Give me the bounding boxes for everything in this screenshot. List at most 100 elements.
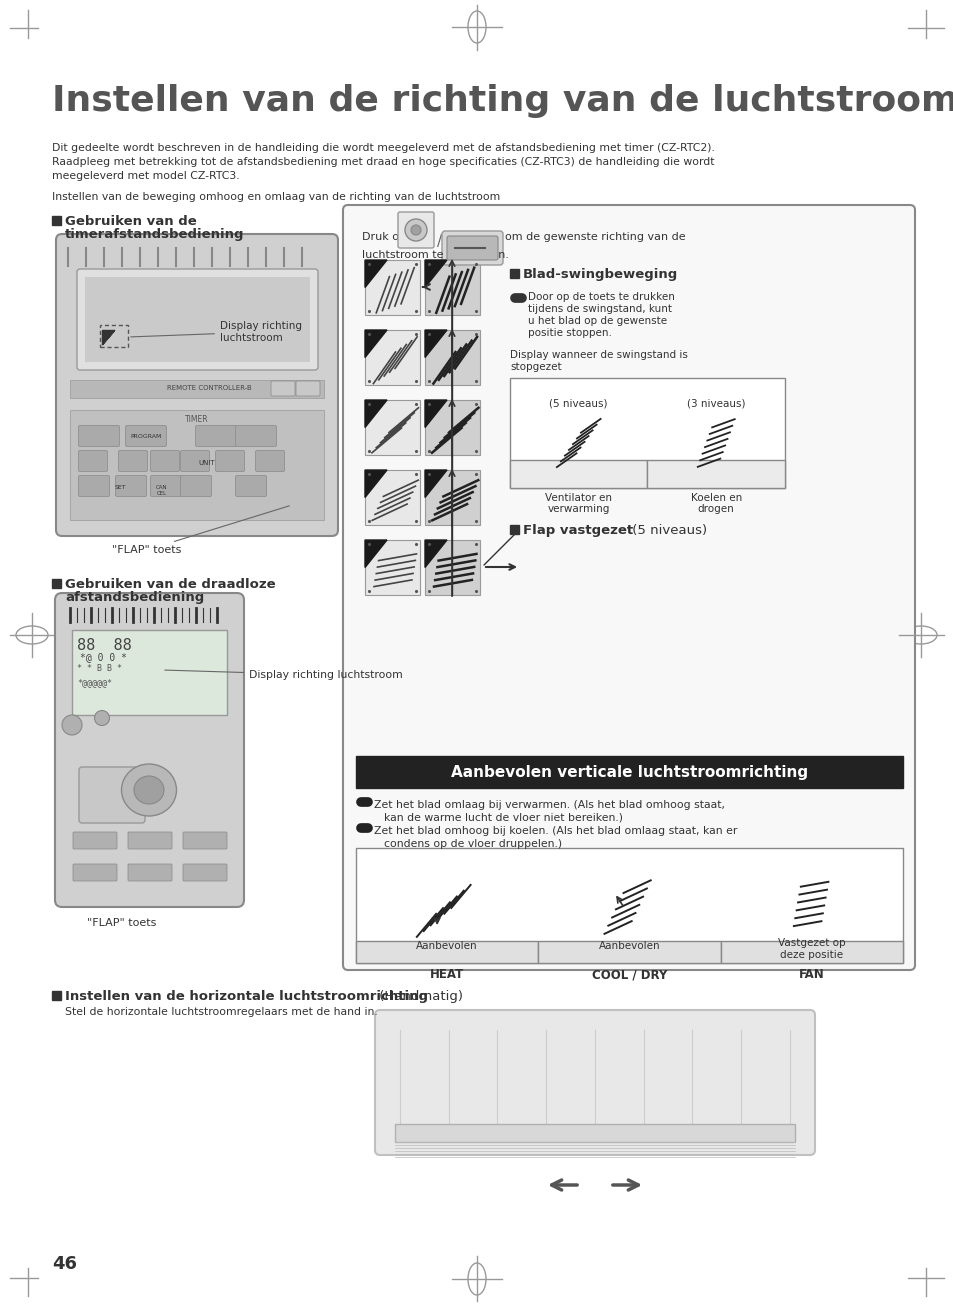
Text: Druk op: Druk op — [361, 232, 406, 242]
Ellipse shape — [133, 776, 164, 804]
Text: Aanbevolen verticale luchtstroomrichting: Aanbevolen verticale luchtstroomrichting — [451, 765, 807, 781]
FancyBboxPatch shape — [78, 451, 108, 471]
FancyBboxPatch shape — [180, 451, 210, 471]
Text: *@@@@@*: *@@@@@* — [77, 678, 112, 687]
FancyBboxPatch shape — [77, 269, 317, 370]
FancyBboxPatch shape — [397, 212, 434, 248]
Text: luchtstroom te selecteren.: luchtstroom te selecteren. — [361, 249, 509, 260]
Bar — [424, 400, 479, 454]
Text: "FLAP" toets: "FLAP" toets — [112, 505, 289, 555]
FancyBboxPatch shape — [180, 475, 212, 496]
Bar — [52, 579, 61, 588]
Text: 88  88: 88 88 — [77, 639, 132, 653]
Bar — [510, 269, 518, 278]
Bar — [70, 380, 324, 398]
Bar — [52, 991, 61, 1000]
Text: Display wanneer de swingstand is: Display wanneer de swingstand is — [510, 350, 687, 360]
FancyBboxPatch shape — [78, 426, 119, 447]
Text: "FLAP" toets: "FLAP" toets — [87, 918, 156, 929]
FancyBboxPatch shape — [235, 426, 276, 447]
Text: Display richting
luchtstroom: Display richting luchtstroom — [131, 321, 302, 342]
Polygon shape — [365, 260, 387, 287]
FancyBboxPatch shape — [183, 832, 227, 849]
FancyBboxPatch shape — [215, 451, 244, 471]
Text: Raadpleeg met betrekking tot de afstandsbediening met draad en hoge specificatie: Raadpleeg met betrekking tot de afstands… — [52, 157, 714, 167]
Text: Gebruiken van de draadloze: Gebruiken van de draadloze — [65, 579, 275, 592]
Text: (Handmatig): (Handmatig) — [375, 990, 462, 1003]
FancyBboxPatch shape — [115, 475, 147, 496]
Text: Instellen van de horizontale luchtstroomrichting: Instellen van de horizontale luchtstroom… — [65, 990, 428, 1003]
Text: om de gewenste richting van de: om de gewenste richting van de — [504, 232, 685, 242]
Bar — [355, 942, 537, 963]
Text: Vastgezet op
deze positie: Vastgezet op deze positie — [778, 938, 844, 960]
Text: TIMER: TIMER — [185, 415, 209, 424]
Text: (3 niveaus): (3 niveaus) — [686, 398, 744, 407]
Bar — [365, 400, 419, 454]
Bar — [70, 410, 324, 520]
Text: Instellen van de beweging omhoog en omlaag van de richting van de luchtstroom: Instellen van de beweging omhoog en omla… — [52, 192, 499, 202]
Text: FAN: FAN — [798, 968, 823, 981]
Bar — [537, 942, 720, 963]
Bar — [395, 1124, 794, 1141]
Text: Aanbevolen: Aanbevolen — [416, 942, 477, 951]
Bar — [355, 848, 902, 963]
FancyBboxPatch shape — [151, 475, 181, 496]
Polygon shape — [424, 539, 447, 568]
Text: (5 niveaus): (5 niveaus) — [627, 524, 706, 537]
Bar — [365, 260, 419, 315]
Text: REMOTE CONTROLLER-B: REMOTE CONTROLLER-B — [167, 385, 252, 390]
FancyBboxPatch shape — [128, 832, 172, 849]
FancyBboxPatch shape — [73, 832, 117, 849]
Bar — [355, 756, 902, 788]
Bar — [85, 277, 310, 362]
Text: *@ 0 0 *: *@ 0 0 * — [80, 652, 127, 662]
Text: (5 niveaus): (5 niveaus) — [549, 398, 607, 407]
Text: u het blad op de gewenste: u het blad op de gewenste — [527, 316, 666, 326]
FancyBboxPatch shape — [195, 426, 236, 447]
Text: Door op de toets te drukken: Door op de toets te drukken — [527, 293, 674, 302]
FancyBboxPatch shape — [295, 381, 319, 396]
Text: Dit gedeelte wordt beschreven in de handleiding die wordt meegeleverd met de afs: Dit gedeelte wordt beschreven in de hand… — [52, 142, 714, 153]
FancyBboxPatch shape — [235, 475, 266, 496]
Bar — [100, 325, 128, 347]
Text: UNIT: UNIT — [198, 460, 215, 466]
Bar — [510, 377, 784, 488]
Polygon shape — [424, 260, 447, 287]
Polygon shape — [365, 400, 387, 427]
Bar — [71, 629, 227, 714]
Text: tijdens de swingstand, kunt: tijdens de swingstand, kunt — [527, 304, 671, 313]
FancyBboxPatch shape — [126, 426, 167, 447]
FancyBboxPatch shape — [255, 451, 284, 471]
FancyBboxPatch shape — [55, 593, 244, 906]
Text: Zet het blad omlaag bij verwarmen. (Als het blad omhoog staat,: Zet het blad omlaag bij verwarmen. (Als … — [374, 801, 724, 810]
FancyBboxPatch shape — [73, 865, 117, 882]
FancyBboxPatch shape — [56, 234, 337, 535]
Text: COOL / DRY: COOL / DRY — [591, 968, 666, 981]
FancyBboxPatch shape — [128, 865, 172, 882]
Bar — [510, 525, 518, 534]
Text: Koelen en: Koelen en — [690, 492, 741, 503]
Text: kan de warme lucht de vloer niet bereiken.): kan de warme lucht de vloer niet bereike… — [384, 814, 622, 823]
Bar — [424, 539, 479, 596]
FancyBboxPatch shape — [447, 236, 497, 260]
Ellipse shape — [411, 225, 420, 235]
Text: PROGRAM: PROGRAM — [131, 434, 161, 439]
Text: 46: 46 — [52, 1255, 77, 1273]
Bar — [424, 470, 479, 525]
Text: CAN
CEL: CAN CEL — [156, 485, 168, 496]
Text: Blad-swingbeweging: Blad-swingbeweging — [522, 268, 678, 281]
Polygon shape — [424, 470, 447, 498]
FancyBboxPatch shape — [118, 451, 148, 471]
FancyBboxPatch shape — [79, 767, 145, 823]
Ellipse shape — [405, 219, 427, 242]
Text: verwarming: verwarming — [547, 504, 609, 515]
Text: timerafstandsbediening: timerafstandsbediening — [65, 229, 244, 242]
FancyBboxPatch shape — [271, 381, 294, 396]
Text: afstandsbediening: afstandsbediening — [65, 592, 204, 603]
Ellipse shape — [62, 714, 82, 735]
Text: Flap vastgezet: Flap vastgezet — [522, 524, 633, 537]
Text: stopgezet: stopgezet — [510, 362, 561, 372]
Polygon shape — [365, 539, 387, 568]
Polygon shape — [365, 330, 387, 358]
FancyBboxPatch shape — [343, 205, 914, 970]
